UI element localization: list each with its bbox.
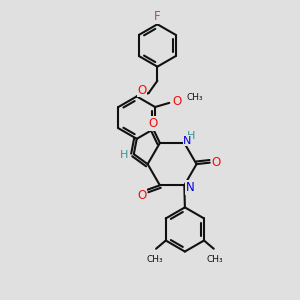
Text: CH₃: CH₃ xyxy=(186,93,203,102)
Text: N: N xyxy=(186,181,195,194)
Text: CH₃: CH₃ xyxy=(147,255,163,264)
Text: O: O xyxy=(173,95,182,108)
Text: O: O xyxy=(137,188,146,202)
Text: O: O xyxy=(212,156,221,169)
Text: H: H xyxy=(120,150,129,160)
Text: N: N xyxy=(183,136,191,146)
Text: O: O xyxy=(148,117,158,130)
Text: F: F xyxy=(154,10,161,23)
Text: H: H xyxy=(187,131,195,142)
Text: O: O xyxy=(137,84,147,97)
Text: CH₃: CH₃ xyxy=(207,255,223,264)
